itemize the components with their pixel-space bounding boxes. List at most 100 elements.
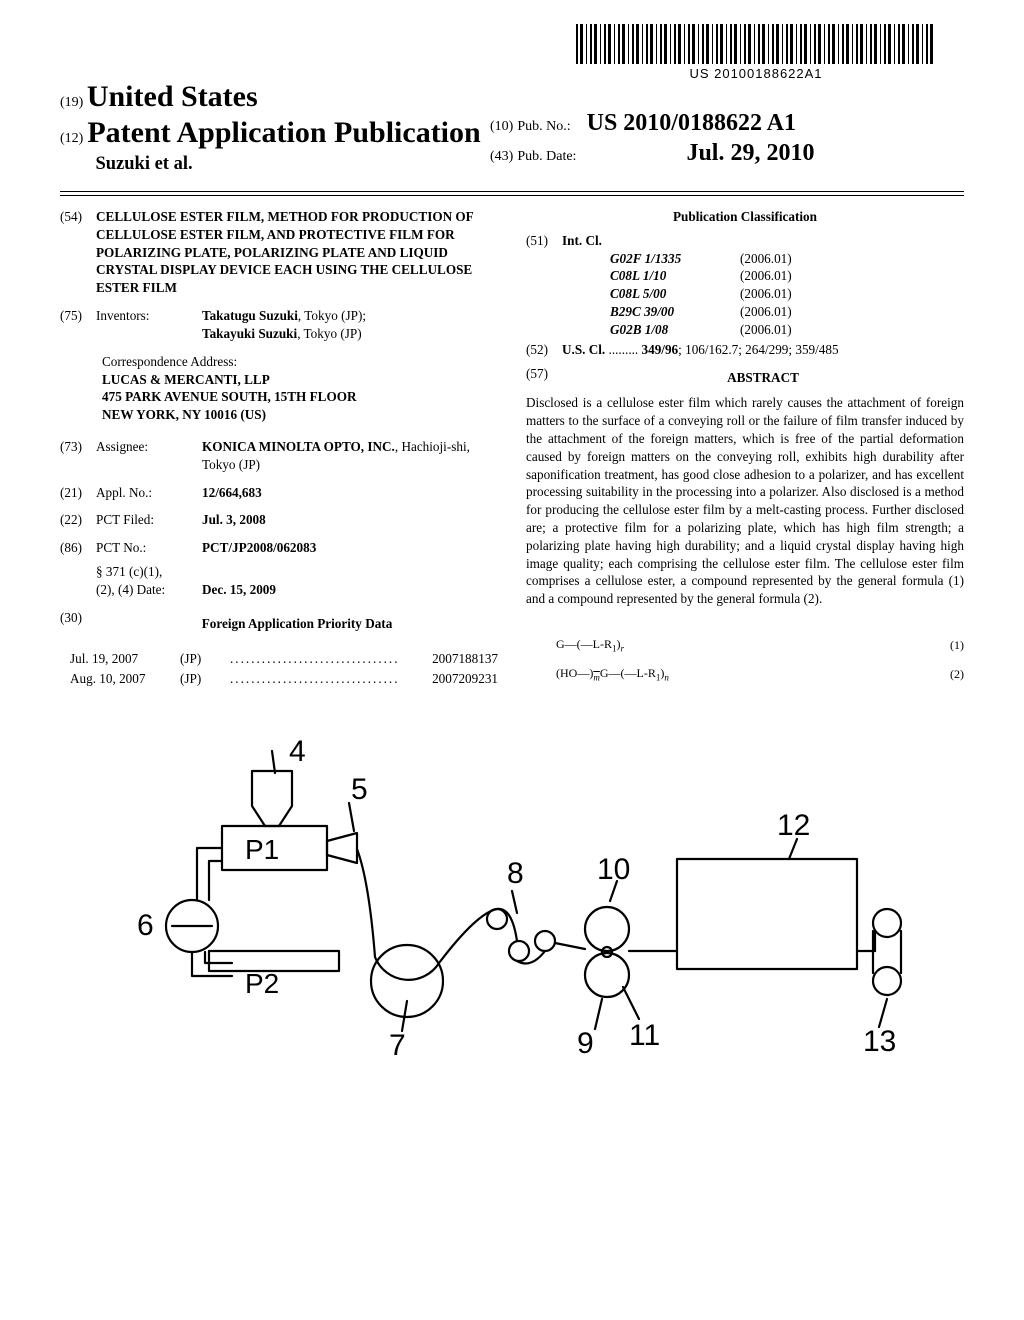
intcl-rows: G02F 1/1335(2006.01)C08L 1/10(2006.01)C0… bbox=[562, 250, 964, 339]
pct-no-code: (86) bbox=[60, 539, 96, 557]
fig-label-4: 4 bbox=[289, 735, 306, 768]
uscl-code: (52) bbox=[526, 341, 562, 359]
inventors-block: (75) Inventors: Takatugu Suzuki, Tokyo (… bbox=[60, 307, 498, 343]
inventors-code: (75) bbox=[60, 307, 96, 343]
pct-filed-value: Jul. 3, 2008 bbox=[202, 511, 498, 529]
prio-date: Aug. 10, 2007 bbox=[70, 670, 180, 688]
pubdate-label: Pub. Date: bbox=[517, 149, 576, 164]
pubno-row: (10) Pub. No.: US 2010/0188622 A1 bbox=[490, 110, 814, 137]
barcode-number: US 20100188622A1 bbox=[576, 66, 936, 81]
priority-rows: Jul. 19, 2007(JP).......................… bbox=[60, 650, 498, 688]
intcl-code-value: C08L 5/00 bbox=[610, 285, 740, 303]
pct-filed-code: (22) bbox=[60, 511, 96, 529]
intcl-year: (2006.01) bbox=[740, 267, 792, 285]
formula-1-expr: G—(—L-R1)r bbox=[556, 636, 934, 655]
pubdate-code: (43) bbox=[490, 149, 513, 164]
prio-dots: ................................ bbox=[230, 650, 404, 668]
appl-label: Appl. No.: bbox=[96, 484, 202, 502]
section-371-block: § 371 (c)(1), (2), (4) Date: Dec. 15, 20… bbox=[60, 563, 498, 599]
fig-label-7: 7 bbox=[389, 1029, 406, 1062]
abstract-title: ABSTRACT bbox=[562, 369, 964, 387]
fig-label-8: 8 bbox=[507, 857, 524, 890]
assignee-name: KONICA MINOLTA OPTO, INC. bbox=[202, 439, 395, 454]
priority-row: Aug. 10, 2007(JP).......................… bbox=[70, 670, 498, 688]
pub-code: (12) bbox=[60, 131, 83, 146]
assignee-block: (73) Assignee: KONICA MINOLTA OPTO, INC.… bbox=[60, 438, 498, 474]
pct-no-block: (86) PCT No.: PCT/JP2008/062083 bbox=[60, 539, 498, 557]
figure-area: 4 5 6 7 8 9 10 11 12 13 P1 P2 bbox=[60, 731, 964, 1071]
pubno-value: US 2010/0188622 A1 bbox=[587, 110, 796, 136]
intcl-row: B29C 39/00(2006.01) bbox=[610, 303, 964, 321]
prio-number: 2007188137 bbox=[404, 650, 498, 668]
pub-title: Patent Application Publication bbox=[87, 116, 480, 149]
pct-filed-label: PCT Filed: bbox=[96, 511, 202, 529]
header-right: (10) Pub. No.: US 2010/0188622 A1 (43) P… bbox=[490, 110, 814, 170]
assignee-code: (73) bbox=[60, 438, 96, 474]
inventor-1-name: Takatugu Suzuki bbox=[202, 308, 298, 323]
prio-country: (JP) bbox=[180, 670, 230, 688]
title-block: (54) CELLULOSE ESTER FILM, METHOD FOR PR… bbox=[60, 208, 498, 297]
corr-line2: 475 PARK AVENUE SOUTH, 15TH FLOOR bbox=[102, 389, 357, 404]
right-column: Publication Classification (51) Int. Cl.… bbox=[526, 208, 964, 693]
intcl-code-value: G02F 1/1335 bbox=[610, 250, 740, 268]
corr-line3: NEW YORK, NY 10016 (US) bbox=[102, 407, 266, 422]
authors: Suzuki et al. bbox=[95, 154, 192, 174]
left-column: (54) CELLULOSE ESTER FILM, METHOD FOR PR… bbox=[60, 208, 498, 693]
fig-label-5: 5 bbox=[351, 773, 368, 806]
uscl-label: U.S. Cl. bbox=[562, 342, 605, 357]
pct-no-value: PCT/JP2008/062083 bbox=[202, 539, 498, 557]
intcl-row: C08L 1/10(2006.01) bbox=[610, 267, 964, 285]
corr-label: Correspondence Address: bbox=[102, 354, 237, 369]
formula-1-num: (1) bbox=[934, 637, 964, 653]
pubno-label: Pub. No.: bbox=[517, 119, 570, 134]
formula-1: G—(—L-R1)r (1) bbox=[526, 636, 964, 655]
invention-title: CELLULOSE ESTER FILM, METHOD FOR PRODUCT… bbox=[96, 208, 498, 297]
fig-label-p1: P1 bbox=[245, 834, 279, 865]
inventor-2-loc: , Tokyo (JP) bbox=[297, 326, 361, 341]
correspondence-block: Correspondence Address: LUCAS & MERCANTI… bbox=[102, 353, 498, 424]
barcode-block: US 20100188622A1 bbox=[576, 24, 936, 81]
fig-label-13: 13 bbox=[863, 1025, 896, 1058]
priority-row: Jul. 19, 2007(JP).......................… bbox=[70, 650, 498, 668]
intcl-year: (2006.01) bbox=[740, 250, 792, 268]
prio-country: (JP) bbox=[180, 650, 230, 668]
pct-filed-block: (22) PCT Filed: Jul. 3, 2008 bbox=[60, 511, 498, 529]
abstract-body: Disclosed is a cellulose ester film whic… bbox=[526, 394, 964, 608]
fig-label-p2: P2 bbox=[245, 968, 279, 999]
assignee-value: KONICA MINOLTA OPTO, INC., Hachioji-shi,… bbox=[202, 438, 498, 474]
fig-label-6: 6 bbox=[137, 909, 154, 942]
appl-value: 12/664,683 bbox=[202, 484, 498, 502]
process-diagram: 4 5 6 7 8 9 10 11 12 13 P1 P2 bbox=[117, 731, 907, 1071]
corr-line1: LUCAS & MERCANTI, LLP bbox=[102, 372, 270, 387]
pubno-code: (10) bbox=[490, 119, 513, 134]
intcl-code-value: B29C 39/00 bbox=[610, 303, 740, 321]
chemical-formulas: G—(—L-R1)r (1) (HO—)mG—(—L-R1)n (2) bbox=[526, 636, 964, 683]
formula-2-expr: (HO—)mG—(—L-R1)n bbox=[556, 665, 934, 684]
pubdate-value: Jul. 29, 2010 bbox=[686, 140, 814, 166]
uscl-rest: ; 106/162.7; 264/299; 359/485 bbox=[678, 342, 838, 357]
pct-no-label: PCT No.: bbox=[96, 539, 202, 557]
horizontal-rule-top bbox=[60, 191, 964, 192]
fig-label-12: 12 bbox=[777, 809, 810, 842]
intcl-row: C08L 5/00(2006.01) bbox=[610, 285, 964, 303]
sect-value: Dec. 15, 2009 bbox=[202, 581, 498, 599]
prio-code: (30) bbox=[60, 609, 96, 641]
prio-date: Jul. 19, 2007 bbox=[70, 650, 180, 668]
body-columns: (54) CELLULOSE ESTER FILM, METHOD FOR PR… bbox=[60, 208, 964, 693]
intcl-block: (51) Int. Cl. G02F 1/1335(2006.01)C08L 1… bbox=[526, 232, 964, 339]
prio-number: 2007209231 bbox=[404, 670, 498, 688]
intcl-row: G02F 1/1335(2006.01) bbox=[610, 250, 964, 268]
inventors-label: Inventors: bbox=[96, 307, 202, 343]
fig-label-10: 10 bbox=[597, 853, 630, 886]
priority-header: (30) Foreign Application Priority Data bbox=[60, 609, 498, 641]
inventor-1-loc: , Tokyo (JP); bbox=[298, 308, 366, 323]
uscl-block: (52) U.S. Cl. ......... 349/96; 106/162.… bbox=[526, 341, 964, 359]
uscl-first: 349/96 bbox=[642, 342, 679, 357]
pubdate-row: (43) Pub. Date: Jul. 29, 2010 bbox=[490, 140, 814, 167]
fig-label-11: 11 bbox=[629, 1019, 660, 1052]
formula-2-num: (2) bbox=[934, 666, 964, 682]
intcl-code-value: C08L 1/10 bbox=[610, 267, 740, 285]
prio-dots: ................................ bbox=[230, 670, 404, 688]
intcl-year: (2006.01) bbox=[740, 321, 792, 339]
intcl-code-value: G02B 1/08 bbox=[610, 321, 740, 339]
